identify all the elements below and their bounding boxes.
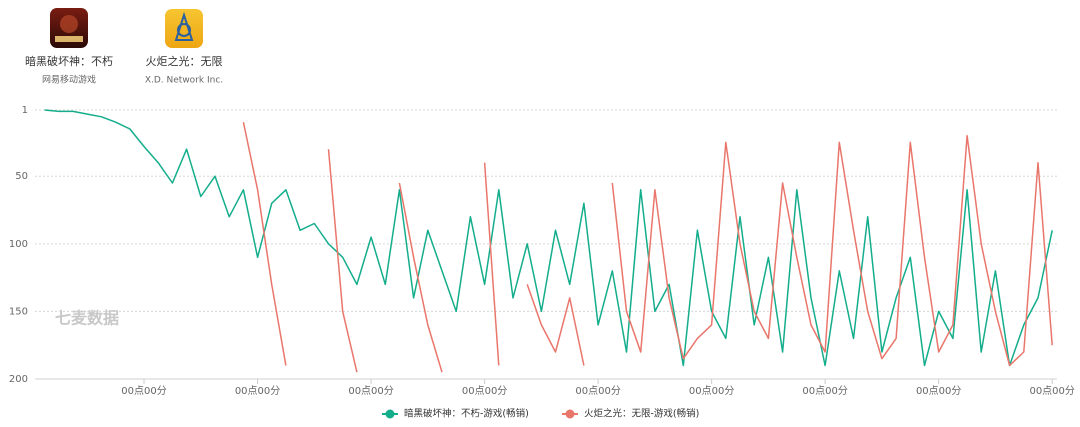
legend-item: 暗黑破坏神：不朽-游戏(畅销) xyxy=(382,408,529,420)
x-tick-label: 00点00分 xyxy=(689,385,734,397)
app-diablo: 暗黑破坏神：不朽 网易移动游戏 xyxy=(25,8,113,86)
x-tick-label: 00点00分 xyxy=(235,385,280,397)
app-publisher: 网易移动游戏 xyxy=(42,74,96,86)
y-tick-label: 1 xyxy=(22,105,28,116)
app-publisher: X.D. Network Inc. xyxy=(145,76,223,86)
legend-marker xyxy=(565,409,575,419)
series-line xyxy=(242,122,1053,373)
x-tick-label: 00点00分 xyxy=(121,385,166,397)
app-name: 火炬之光：无限 xyxy=(146,54,223,68)
x-tick-label: 00点00分 xyxy=(1029,385,1074,397)
y-tick-label: 200 xyxy=(9,374,28,385)
icon-swirl xyxy=(177,23,191,37)
y-tick-label: 50 xyxy=(15,171,28,182)
legend-item: 火炬之光：无限-游戏(畅销) xyxy=(562,408,699,420)
app-icon xyxy=(165,9,203,48)
watermark: 七麦数据 xyxy=(55,309,119,328)
app-name: 暗黑破坏神：不朽 xyxy=(25,54,113,68)
legend-label: 暗黑破坏神：不朽-游戏(畅销) xyxy=(404,408,529,420)
legend-label: 火炬之光：无限-游戏(畅销) xyxy=(584,408,699,420)
y-tick-label: 100 xyxy=(9,239,28,250)
icon-logo xyxy=(55,36,83,42)
x-tick-label: 00点00分 xyxy=(802,385,847,397)
icon-glow xyxy=(60,15,78,33)
legend-marker xyxy=(385,409,395,419)
x-tick-label: 00点00分 xyxy=(916,385,961,397)
app-torchlight: 火炬之光：无限 X.D. Network Inc. xyxy=(145,9,223,86)
y-tick-label: 150 xyxy=(9,306,28,317)
series-line xyxy=(44,109,1053,367)
x-tick-label: 00点00分 xyxy=(348,385,393,397)
x-tick-label: 00点00分 xyxy=(462,385,507,397)
icon-logo xyxy=(174,11,194,41)
x-tick-label: 00点00分 xyxy=(575,385,620,397)
